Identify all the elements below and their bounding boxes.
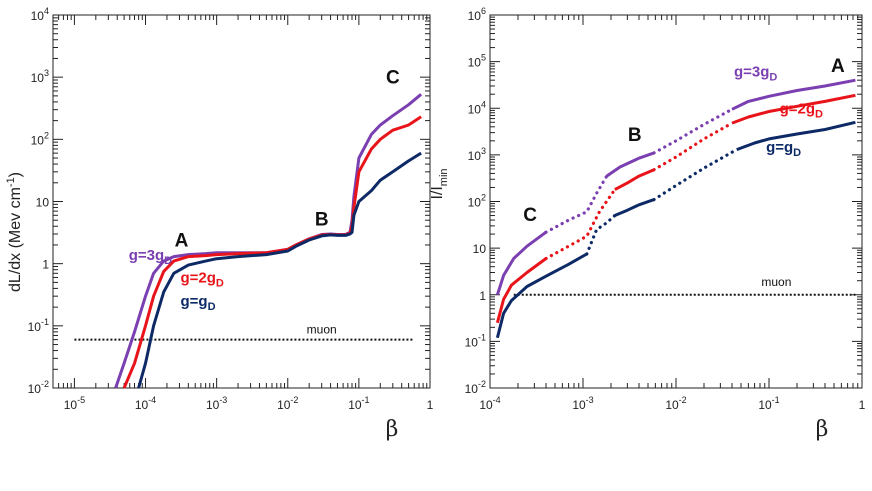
region-label-c: C [523, 205, 537, 226]
x-tick-label: 10-2 [665, 395, 686, 412]
y-tick-label: 10 [36, 196, 50, 210]
series-line-g-2gd-solid [495, 257, 547, 324]
series-label-g-gd: g=gD [180, 293, 215, 313]
y-axis-title-intensity: I/Imin [429, 168, 450, 199]
series-line-g-3gd-dotted [652, 107, 734, 155]
x-tick-label: 10-3 [206, 395, 227, 412]
series-line-g-gd-dotted [652, 148, 739, 202]
plot-frame [489, 14, 863, 389]
muon-label: muon [307, 323, 337, 337]
series-label-g-2gd: g=2gD [780, 100, 823, 120]
series-line-g-gd-solid [614, 198, 655, 217]
series-line-g-gd-dotted [585, 213, 617, 256]
region-label-a: A [831, 56, 845, 77]
series-line-g-2gd-dotted [652, 121, 734, 172]
series-label-g-gd: g=gD [766, 139, 801, 159]
region-label-b: B [628, 125, 642, 146]
y-tick-label: 10-2 [465, 379, 486, 396]
y-tick-label: 104 [31, 6, 49, 23]
y-tick-label: 1 [42, 258, 49, 272]
y-axis-title-energy-loss: dL/dx (Mev cm-1) [5, 172, 24, 292]
region-label-c: C [386, 68, 400, 89]
y-tick-label: 104 [468, 99, 486, 116]
series-label-g-2gd: g=2gD [180, 269, 223, 289]
series-line-g-3gd-solid [495, 230, 547, 296]
y-tick-label: 10 [473, 242, 487, 256]
y-tick-label: 10-1 [28, 317, 49, 334]
region-label-a: A [175, 230, 189, 251]
series-line-g-3gd-dotted [544, 174, 609, 234]
plot-frame [52, 14, 431, 389]
region-label-b: B [315, 210, 329, 231]
series-line-g-3gd-solid [731, 78, 856, 111]
x-tick-label: 10-1 [758, 395, 779, 412]
y-tick-label: 10-1 [465, 332, 486, 349]
series-label-g-3gd: g=3gD [129, 247, 172, 267]
x-axis-title-right: β [816, 417, 829, 442]
series-line-g-3gd-solid [605, 151, 655, 178]
x-tick-label: 1 [859, 398, 866, 412]
series-line-g-2gd-dotted [544, 188, 617, 261]
x-tick-label: 1 [427, 398, 434, 412]
y-tick-label: 1 [479, 289, 486, 303]
y-tick-label: 102 [31, 130, 49, 147]
y-tick-label: 10-2 [28, 379, 49, 396]
y-tick-label: 103 [31, 68, 49, 85]
x-tick-label: 10-4 [479, 395, 500, 412]
x-tick-label: 10-1 [348, 395, 369, 412]
x-tick-label: 10-5 [64, 395, 85, 412]
x-tick-label: 10-3 [572, 395, 593, 412]
series-line-g-3gd [114, 93, 423, 389]
series-line-g-2gd-solid [731, 93, 856, 125]
y-tick-label: 103 [468, 146, 486, 163]
series-line-g-gd-solid [495, 252, 588, 339]
panel-energy-loss: 10-5 10-4 10-3 10-2 10-1 1 10-2 10-1 1 10 102 103 10… [5, 6, 434, 442]
y-tick-label: 102 [468, 193, 486, 210]
series-label-g-3gd: g=3gD [734, 63, 777, 83]
y-tick-label: 105 [468, 53, 486, 70]
muon-label: muon [761, 275, 791, 289]
series-line-g-gd-solid [736, 120, 856, 152]
panel-intensity: 10-4 10-3 10-2 10-1 1 10-2 10-1 1 10 102 103 104 105… [429, 6, 866, 442]
x-axis-title-left: β [386, 417, 399, 442]
x-tick-label: 10-4 [135, 395, 156, 412]
series-line-g-gd [137, 151, 422, 389]
series-line-g-2gd-solid [614, 168, 655, 191]
x-tick-label: 10-2 [277, 395, 298, 412]
y-tick-label: 106 [468, 6, 486, 23]
